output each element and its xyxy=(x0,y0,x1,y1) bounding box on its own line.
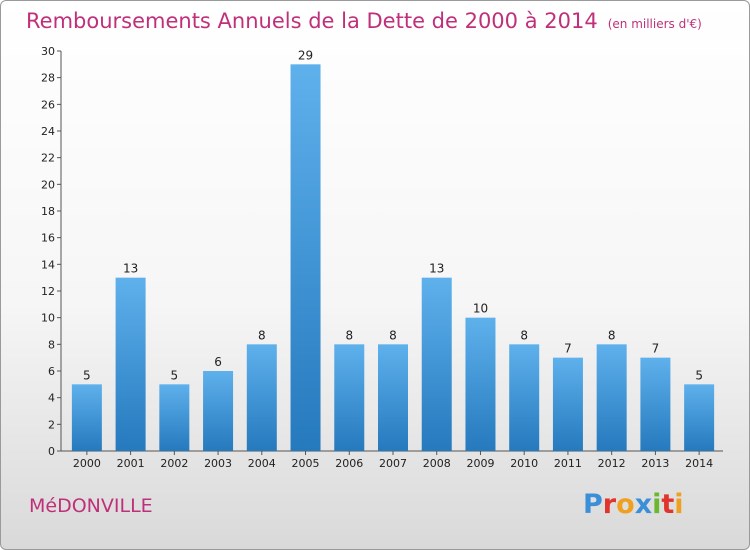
bar-2009 xyxy=(465,317,496,451)
y-tick-label: 0 xyxy=(48,445,55,458)
x-tick-label-2005: 2005 xyxy=(292,457,320,470)
bar-2010 xyxy=(509,344,540,451)
chart-unit: (en milliers d'€) xyxy=(607,17,702,31)
bar-2003 xyxy=(203,371,234,451)
data-label-2013: 7 xyxy=(652,342,660,356)
bar-2012 xyxy=(596,344,627,451)
y-tick-label: 26 xyxy=(41,98,55,111)
y-tick-label: 24 xyxy=(41,125,55,138)
data-label-2007: 8 xyxy=(389,328,397,342)
bar-2001 xyxy=(115,277,146,451)
data-label-2006: 8 xyxy=(345,328,353,342)
chart-title: Remboursements Annuels de la Dette de 20… xyxy=(26,9,702,33)
bar-2004 xyxy=(246,344,277,451)
x-tick-label-2008: 2008 xyxy=(423,457,451,470)
x-tick-label-2006: 2006 xyxy=(335,457,363,470)
y-tick-label: 22 xyxy=(41,152,55,165)
data-label-2014: 5 xyxy=(695,368,703,382)
x-tick-label-2012: 2012 xyxy=(598,457,626,470)
y-tick-label: 6 xyxy=(48,365,55,378)
bar-2005 xyxy=(290,64,321,452)
data-label-2003: 6 xyxy=(214,355,222,369)
bar-2006 xyxy=(334,344,365,451)
x-tick-label-2014: 2014 xyxy=(685,457,713,470)
y-tick-label: 20 xyxy=(41,178,55,191)
x-tick-label-2002: 2002 xyxy=(160,457,188,470)
y-tick-label: 4 xyxy=(48,392,55,405)
bar-2013 xyxy=(640,357,671,451)
data-label-2004: 8 xyxy=(258,328,266,342)
y-tick-label: 18 xyxy=(41,205,55,218)
y-tick-label: 2 xyxy=(48,418,55,431)
y-tick-label: 12 xyxy=(41,285,55,298)
y-tick-label: 28 xyxy=(41,72,55,85)
x-tick-label-2000: 2000 xyxy=(73,457,101,470)
commune-name: MéDONVILLE xyxy=(29,495,153,517)
bar-2011 xyxy=(552,357,583,451)
x-tick-label-2003: 2003 xyxy=(204,457,232,470)
x-tick-label-2007: 2007 xyxy=(379,457,407,470)
data-label-2005: 29 xyxy=(298,48,313,62)
x-tick-label-2004: 2004 xyxy=(248,457,276,470)
data-label-2009: 10 xyxy=(473,302,488,316)
data-label-2010: 8 xyxy=(520,328,528,342)
bar-2007 xyxy=(378,344,408,451)
x-tick-label-2001: 2001 xyxy=(117,457,145,470)
x-tick-label-2011: 2011 xyxy=(554,457,582,470)
x-tick-label-2009: 2009 xyxy=(466,457,494,470)
y-tick-label: 10 xyxy=(41,312,55,325)
bar-2014 xyxy=(684,384,715,451)
bar-2008 xyxy=(421,277,452,451)
y-tick-label: 16 xyxy=(41,232,55,245)
data-label-2011: 7 xyxy=(564,342,572,356)
chart-title-text: Remboursements Annuels de la Dette de 20… xyxy=(26,9,598,33)
y-tick-label: 30 xyxy=(41,45,55,58)
bar-2000 xyxy=(71,384,102,451)
proxiti-logo: Proxiti xyxy=(583,489,684,520)
data-label-2002: 5 xyxy=(171,368,179,382)
data-label-2001: 13 xyxy=(123,262,138,276)
y-tick-label: 8 xyxy=(48,338,55,351)
bar-2002 xyxy=(159,384,190,451)
data-label-2012: 8 xyxy=(608,328,616,342)
data-label-2008: 13 xyxy=(429,262,444,276)
x-tick-label-2010: 2010 xyxy=(510,457,538,470)
y-tick-label: 14 xyxy=(41,258,55,271)
data-label-2000: 5 xyxy=(83,368,91,382)
x-tick-label-2013: 2013 xyxy=(641,457,669,470)
